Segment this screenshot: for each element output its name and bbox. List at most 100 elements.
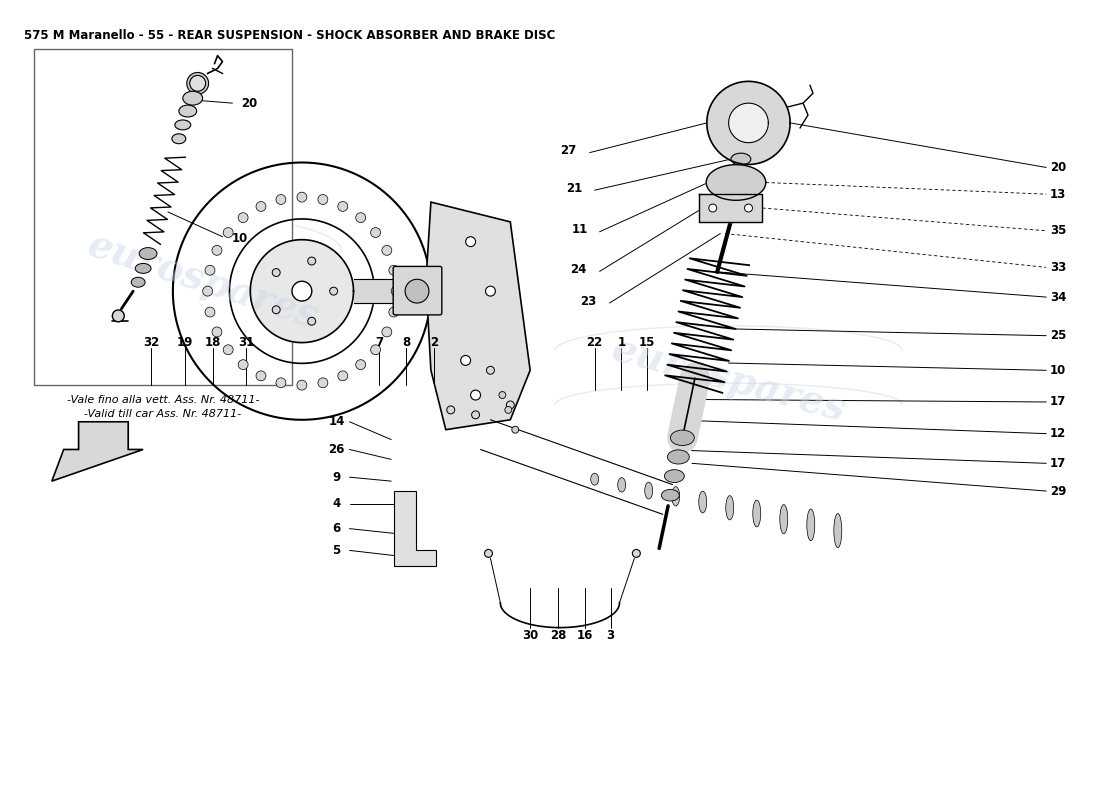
Ellipse shape <box>664 470 684 482</box>
Ellipse shape <box>661 490 680 501</box>
Circle shape <box>112 310 124 322</box>
Text: 22: 22 <box>586 336 603 349</box>
Text: 10: 10 <box>1050 364 1066 377</box>
Text: 29: 29 <box>1049 485 1066 498</box>
Text: 8: 8 <box>402 336 410 349</box>
FancyBboxPatch shape <box>393 266 442 315</box>
Circle shape <box>238 213 249 222</box>
Text: 21: 21 <box>565 182 582 194</box>
Circle shape <box>308 318 316 326</box>
Ellipse shape <box>780 505 788 534</box>
Ellipse shape <box>179 105 197 117</box>
Text: 23: 23 <box>581 294 597 307</box>
Ellipse shape <box>806 509 815 541</box>
Circle shape <box>471 390 481 400</box>
Circle shape <box>405 279 429 303</box>
Text: 30: 30 <box>522 629 538 642</box>
Polygon shape <box>728 103 768 142</box>
Circle shape <box>272 269 280 277</box>
Circle shape <box>486 366 494 374</box>
Circle shape <box>461 355 471 366</box>
Circle shape <box>338 202 348 211</box>
Ellipse shape <box>752 500 761 527</box>
Circle shape <box>338 371 348 381</box>
Text: 12: 12 <box>1050 427 1066 440</box>
Text: 25: 25 <box>1049 329 1066 342</box>
Text: 11: 11 <box>572 223 587 236</box>
Circle shape <box>371 227 381 238</box>
Text: 4: 4 <box>332 498 341 510</box>
Ellipse shape <box>672 486 680 506</box>
Text: eurospares: eurospares <box>607 330 850 430</box>
Polygon shape <box>698 194 762 222</box>
Circle shape <box>276 378 286 388</box>
Text: 6: 6 <box>332 522 341 535</box>
Circle shape <box>506 401 515 409</box>
Circle shape <box>292 282 311 301</box>
Circle shape <box>205 266 214 275</box>
Ellipse shape <box>732 153 751 165</box>
Text: -Vale fino alla vett. Ass. Nr. 48711-: -Vale fino alla vett. Ass. Nr. 48711- <box>67 395 260 405</box>
Circle shape <box>632 550 640 558</box>
Polygon shape <box>52 422 143 481</box>
Text: 31: 31 <box>239 336 254 349</box>
Text: 17: 17 <box>1050 457 1066 470</box>
Text: 20: 20 <box>1050 161 1066 174</box>
Circle shape <box>382 246 392 255</box>
Text: 13: 13 <box>1050 188 1066 201</box>
Text: 575 M Maranello - 55 - REAR SUSPENSION - SHOCK ABSORBER AND BRAKE DISC: 575 M Maranello - 55 - REAR SUSPENSION -… <box>24 29 556 42</box>
Text: 2: 2 <box>430 336 438 349</box>
Ellipse shape <box>618 478 626 492</box>
Text: 20: 20 <box>241 97 257 110</box>
Circle shape <box>484 550 493 558</box>
Circle shape <box>272 306 280 314</box>
Text: 32: 32 <box>143 336 160 349</box>
Text: 9: 9 <box>332 470 341 484</box>
Text: 34: 34 <box>1049 290 1066 303</box>
Circle shape <box>256 371 266 381</box>
Circle shape <box>187 73 209 94</box>
Text: 27: 27 <box>560 144 576 157</box>
Polygon shape <box>426 202 530 430</box>
Circle shape <box>205 307 214 317</box>
Ellipse shape <box>183 91 202 105</box>
Text: 17: 17 <box>1050 395 1066 409</box>
Text: 3: 3 <box>606 629 615 642</box>
Circle shape <box>388 307 399 317</box>
Circle shape <box>512 426 519 433</box>
Ellipse shape <box>698 491 706 513</box>
Circle shape <box>485 286 495 296</box>
Circle shape <box>212 246 222 255</box>
Text: 35: 35 <box>1049 224 1066 238</box>
Circle shape <box>499 391 506 398</box>
Ellipse shape <box>645 482 652 499</box>
Text: 10: 10 <box>231 232 248 245</box>
Ellipse shape <box>671 430 694 446</box>
Ellipse shape <box>668 450 690 464</box>
Circle shape <box>355 213 365 222</box>
Text: 28: 28 <box>550 629 566 642</box>
Circle shape <box>505 406 512 414</box>
Circle shape <box>223 345 233 354</box>
Circle shape <box>318 194 328 205</box>
Text: 5: 5 <box>332 544 341 557</box>
Circle shape <box>382 327 392 337</box>
Circle shape <box>708 204 717 212</box>
Polygon shape <box>707 82 790 165</box>
Circle shape <box>318 378 328 388</box>
Circle shape <box>202 286 212 296</box>
Text: 1: 1 <box>617 336 626 349</box>
Text: 33: 33 <box>1050 261 1066 274</box>
FancyBboxPatch shape <box>34 49 292 385</box>
Text: -Valid till car Ass. Nr. 48711-: -Valid till car Ass. Nr. 48711- <box>85 409 242 419</box>
Text: 24: 24 <box>571 263 587 276</box>
Circle shape <box>238 360 249 370</box>
Circle shape <box>330 287 338 295</box>
Circle shape <box>297 192 307 202</box>
Ellipse shape <box>591 474 598 485</box>
Text: 19: 19 <box>177 336 192 349</box>
Polygon shape <box>251 240 353 342</box>
Circle shape <box>447 406 454 414</box>
Text: 14: 14 <box>329 415 344 428</box>
Text: 26: 26 <box>329 443 344 456</box>
